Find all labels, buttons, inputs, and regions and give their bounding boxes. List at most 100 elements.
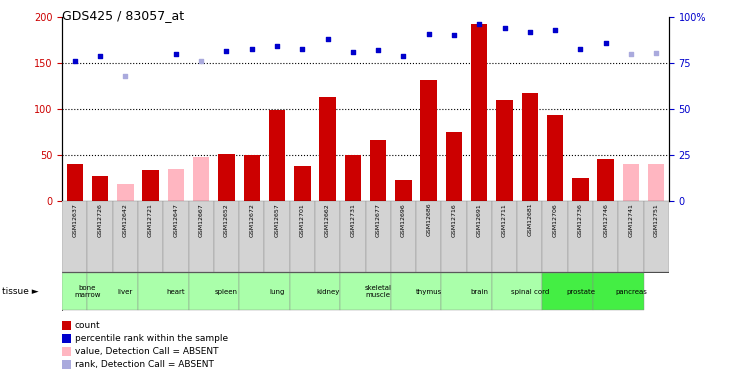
Bar [193,158,209,201]
Point [524,28,536,34]
Bar [492,201,518,272]
Bar [391,201,416,272]
Text: GSM12701: GSM12701 [300,203,305,237]
Point [575,46,586,52]
Text: thymus: thymus [416,289,442,295]
Bar [213,201,239,272]
Bar [315,201,340,272]
Point [322,36,333,42]
Text: GSM12706: GSM12706 [553,203,558,237]
Text: lung: lung [269,289,284,295]
Point [651,50,662,56]
Text: GSM12657: GSM12657 [275,203,279,237]
Point [119,73,131,79]
Text: spleen: spleen [215,289,238,295]
Text: spinal cord: spinal cord [511,289,549,295]
Bar [62,360,71,369]
Bar [623,164,639,201]
Text: GSM12691: GSM12691 [477,203,482,237]
Text: GSM12751: GSM12751 [654,203,659,237]
Point [297,46,308,52]
Point [625,51,637,57]
Text: GSM12711: GSM12711 [502,203,507,237]
Bar [496,100,512,201]
Text: GSM12736: GSM12736 [578,203,583,237]
Text: GSM12696: GSM12696 [401,203,406,237]
Point [347,49,359,55]
Text: bone
marrow: bone marrow [74,285,101,298]
Text: brain: brain [470,289,488,295]
Text: pancreas: pancreas [615,289,647,295]
Text: GSM12672: GSM12672 [249,203,254,237]
Point [372,47,384,53]
Bar [593,273,643,310]
Bar [219,154,235,201]
Text: liver: liver [118,289,133,295]
Bar [67,164,83,201]
Bar [370,140,387,201]
Bar [239,201,265,272]
Bar [593,201,618,272]
Text: GSM12637: GSM12637 [72,203,77,237]
Bar [62,273,88,310]
Point [271,43,283,49]
Text: tissue ►: tissue ► [2,287,39,296]
Point [499,25,510,31]
Point [600,40,612,46]
Bar [289,273,340,310]
Text: percentile rank within the sample: percentile rank within the sample [75,334,228,343]
Bar [643,201,669,272]
Bar [492,273,542,310]
Text: GSM12681: GSM12681 [527,203,532,236]
Text: GSM12677: GSM12677 [376,203,381,237]
Bar [92,176,108,201]
Bar [340,201,366,272]
Text: value, Detection Call = ABSENT: value, Detection Call = ABSENT [75,347,219,356]
Bar [344,154,361,201]
Bar [289,201,315,272]
Bar [243,154,260,201]
Text: GSM12726: GSM12726 [97,203,102,237]
Bar [518,201,542,272]
Bar [62,347,71,356]
Text: GSM12647: GSM12647 [173,203,178,237]
Bar [547,115,564,201]
Bar [163,201,189,272]
Text: GSM12716: GSM12716 [452,203,456,237]
Bar [471,24,488,201]
Bar [62,201,88,272]
Bar [522,93,538,201]
Point [170,51,182,57]
Text: GSM12686: GSM12686 [426,203,431,236]
Bar [189,201,213,272]
Bar [138,201,163,272]
Bar [138,273,189,310]
Bar [366,201,391,272]
Bar [395,180,412,201]
Bar [542,273,593,310]
Bar [442,273,492,310]
Point [423,32,434,38]
Bar [648,164,664,201]
Point [398,53,409,59]
Text: GSM12662: GSM12662 [325,203,330,237]
Bar [269,110,285,201]
Bar [542,201,568,272]
Bar [88,201,113,272]
Bar [113,201,138,272]
Bar [167,170,184,201]
Bar [265,201,289,272]
Text: GSM12746: GSM12746 [603,203,608,237]
Point [221,48,232,54]
Bar [442,201,466,272]
Text: GDS425 / 83057_at: GDS425 / 83057_at [62,9,184,22]
Bar [391,273,442,310]
Point [246,46,257,52]
Point [474,21,485,27]
Point [549,27,561,33]
Text: rank, Detection Call = ABSENT: rank, Detection Call = ABSENT [75,360,213,369]
Point [94,53,106,59]
Text: GSM12731: GSM12731 [350,203,355,237]
Bar [319,97,336,201]
Bar [62,334,71,343]
